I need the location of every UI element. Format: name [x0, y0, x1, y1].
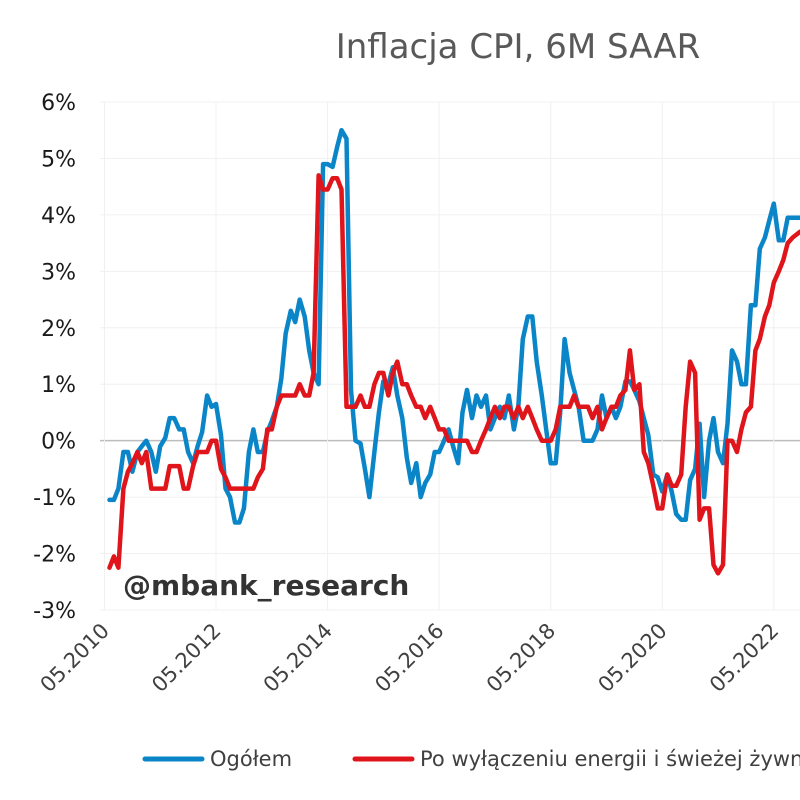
x-tick-label: 05.2018: [482, 619, 560, 697]
legend-label: Po wyłączeniu energii i świeżej żywności: [420, 747, 800, 771]
y-tick-label: 4%: [41, 204, 76, 229]
x-tick-label: 05.2014: [259, 619, 337, 697]
grid: [100, 101, 800, 611]
series-line-2: [107, 173, 800, 576]
y-tick-label: 1%: [41, 373, 76, 398]
y-tick-label: -1%: [33, 486, 76, 511]
x-tick-label: 05.2020: [593, 619, 671, 697]
y-tick-label: 5%: [41, 147, 76, 172]
y-tick-label: -3%: [33, 599, 76, 624]
series-lines: [107, 127, 800, 576]
chart-title: Inflacja CPI, 6M SAAR: [336, 27, 701, 67]
y-tick-label: -2%: [33, 543, 76, 568]
x-tick-label: 05.2012: [147, 619, 225, 697]
y-tick-label: 2%: [41, 317, 76, 342]
x-tick-label: 05.2016: [370, 619, 448, 697]
y-tick-label: 0%: [41, 430, 76, 455]
y-tick-label: 3%: [41, 260, 76, 285]
x-tick-label: 05.2022: [705, 619, 783, 697]
x-tick-label: 05.2010: [36, 619, 114, 697]
x-axis: 05.2010 05.2012 05.2014 05.2016 05.2018 05.20…: [36, 619, 784, 697]
legend: Ogółem Po wyłączeniu energii i świeżej ży…: [142, 747, 800, 771]
legend-label: Ogółem: [210, 747, 292, 771]
y-tick-label: 6%: [41, 91, 76, 116]
y-axis: 6% 5% 4% 3% 2% 1% 0% -1% -2% -3%: [33, 91, 76, 624]
watermark-annotation: @mbank_research: [123, 569, 409, 602]
